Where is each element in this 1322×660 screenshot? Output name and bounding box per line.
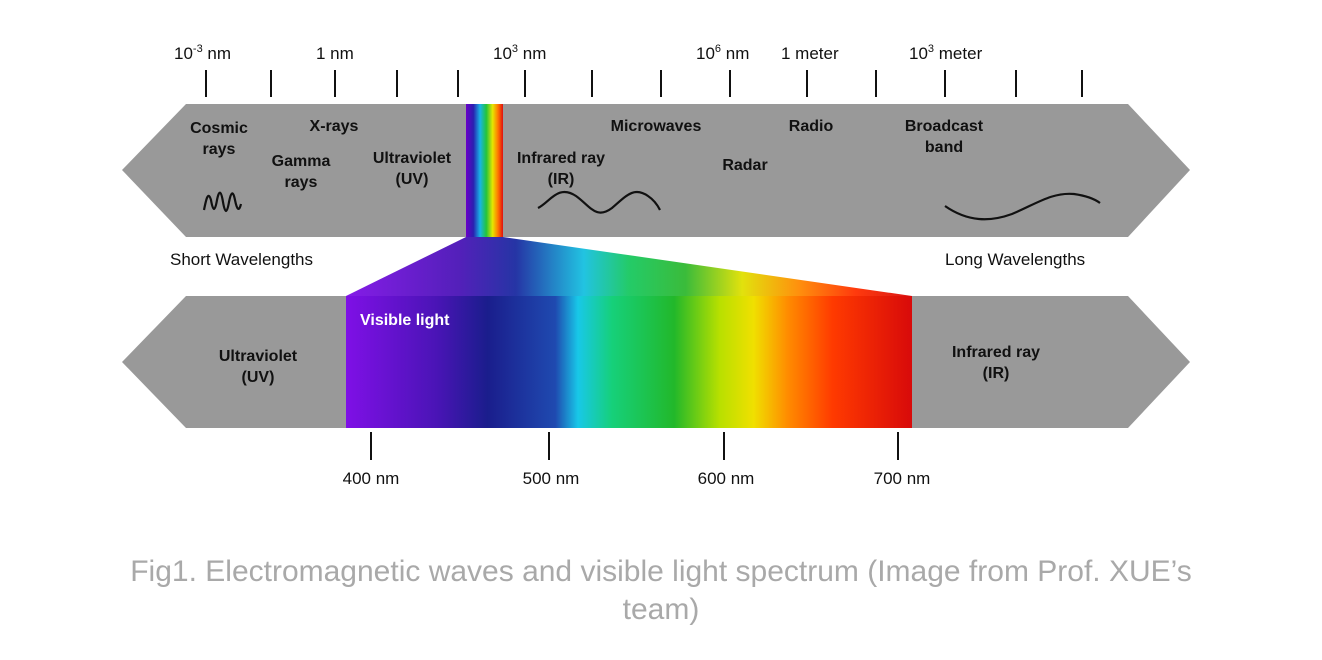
long-wavelengths-label: Long Wavelengths <box>945 250 1085 269</box>
top-label-1meter: 1 meter <box>781 44 839 63</box>
label-ultraviolet: Ultraviolet (UV) <box>373 150 452 188</box>
visible-light-title: Visible light <box>360 312 450 329</box>
visible-spectrum <box>346 296 912 428</box>
label-cosmic-rays: Cosmic rays <box>190 120 248 158</box>
visible-fan <box>346 237 912 296</box>
label-infrared: Infrared ray (IR) <box>517 150 605 188</box>
label-x-rays: X-rays <box>310 118 359 135</box>
top-label-1e-3nm: 10-3 nm <box>174 43 231 63</box>
band-labels: Cosmic rays X-rays Gamma rays Ultraviolet(… <box>190 118 984 191</box>
diagram-canvas: 10-3 nm 1 nm 103 nm 106 nm 1 meter 103 m… <box>122 43 1190 488</box>
caption-line-1: Fig1. Electromagnetic waves and visible … <box>130 555 1192 588</box>
label-microwaves: Microwaves <box>611 118 702 135</box>
top-scale-labels: 10-3 nm 1 nm 103 nm 106 nm 1 meter 103 m… <box>174 43 983 63</box>
label-radar: Radar <box>722 157 767 174</box>
bottom-label-600: 600 nm <box>698 469 755 488</box>
short-wave-icon <box>202 191 243 213</box>
short-wavelengths-label: Short Wavelengths <box>170 250 313 269</box>
top-label-1nm: 1 nm <box>316 44 354 63</box>
caption-line-2: team) <box>622 593 700 626</box>
medium-wave-icon <box>537 190 661 214</box>
bottom-label-500: 500 nm <box>523 469 580 488</box>
top-label-1e3nm: 103 nm <box>493 43 546 63</box>
label-radio: Radio <box>789 118 834 135</box>
bottom-label-700: 700 nm <box>874 469 931 488</box>
label-broadcast-band: Broadcast band <box>905 118 984 156</box>
top-ticks <box>205 70 1083 97</box>
em-spectrum-diagram: 10-3 nm 1 nm 103 nm 106 nm 1 meter 103 m… <box>122 43 1190 488</box>
top-label-1e6nm: 106 nm <box>696 43 749 63</box>
bottom-label-400: 400 nm <box>343 469 400 488</box>
spectrum-bar <box>122 104 1190 237</box>
visible-band-stripe <box>466 104 503 237</box>
top-label-1e3meter: 103 meter <box>909 43 983 63</box>
bottom-scale-labels: 400 nm 500 nm 600 nm 700 nm <box>343 469 931 488</box>
long-wave-icon <box>944 192 1101 221</box>
bottom-ticks <box>370 432 899 460</box>
visible-ir-label: Infrared ray (IR) <box>952 344 1040 382</box>
visible-uv-label: Ultraviolet (UV) <box>219 348 298 386</box>
label-gamma-rays: Gamma rays <box>272 153 331 191</box>
figure-caption: Fig1. Electromagnetic waves and visible … <box>0 553 1322 629</box>
